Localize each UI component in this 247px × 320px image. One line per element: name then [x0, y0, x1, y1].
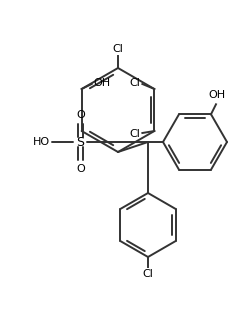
Text: O: O	[77, 164, 85, 174]
Text: Cl: Cl	[129, 78, 140, 88]
Text: S: S	[76, 135, 84, 148]
Text: OH: OH	[94, 78, 111, 88]
Text: HO: HO	[33, 137, 50, 147]
Text: Cl: Cl	[129, 129, 140, 139]
Text: OH: OH	[208, 90, 226, 100]
Text: Cl: Cl	[143, 269, 153, 279]
Text: Cl: Cl	[113, 44, 124, 54]
Text: O: O	[77, 110, 85, 120]
